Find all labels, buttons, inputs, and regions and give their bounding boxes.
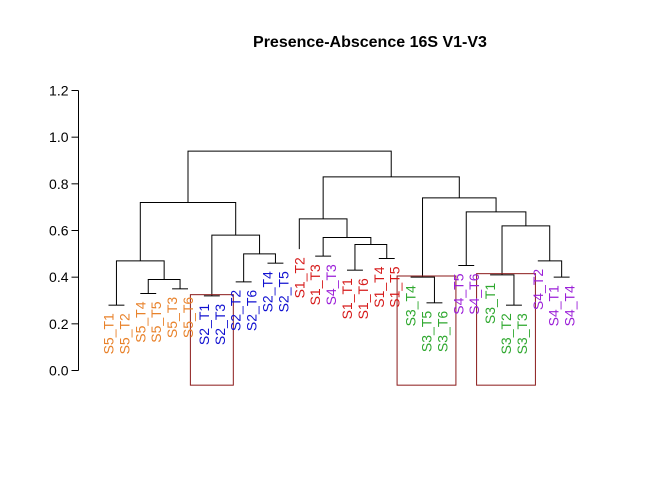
dendrogram-branch	[490, 274, 515, 306]
leaf-label: S2_T4	[260, 271, 276, 312]
leaf-label: S1_T3	[307, 264, 323, 305]
leaf-label: S2_T1	[196, 304, 212, 345]
leaf-label: S4_T6	[466, 273, 482, 314]
y-tick-label: 0.8	[49, 176, 69, 192]
dendrogram-branch	[147, 279, 181, 294]
cluster-highlight-box	[189, 294, 234, 386]
leaf-label: S3_T5	[419, 311, 435, 352]
dendrogram-branches	[108, 150, 570, 306]
chart-title: Presence-Abscence 16S V1-V3	[253, 34, 487, 51]
dendrogram-branch	[211, 234, 261, 296]
leaf-label: S3_T3	[514, 313, 530, 354]
leaf-label: S2_T3	[212, 304, 228, 345]
leaf-label: S1_T2	[291, 257, 307, 298]
leaf-label: S5_T6	[180, 297, 196, 338]
leaf-labels: S5_T1 S5_T2 S5_T4 S5_T5 S5_T3 S5_T6 S2_T1 S2_T3…	[101, 257, 578, 354]
cluster-highlight-box	[476, 273, 536, 386]
y-tick-label: 0.2	[49, 316, 69, 332]
leaf-label: S4_T1	[546, 285, 562, 326]
leaf-label: S4_T5	[450, 273, 466, 314]
cluster-highlight-box	[396, 275, 457, 386]
leaf-label: S3_T2	[498, 313, 514, 354]
leaf-label: S4_T2	[530, 269, 546, 310]
leaf-label: S2_T2	[228, 290, 244, 331]
leaf-label: S4_T3	[323, 264, 339, 305]
leaf-label: S5_T5	[148, 301, 164, 342]
dendrogram-branch	[501, 225, 551, 275]
y-tick-label: 0.0	[49, 363, 69, 379]
leaf-label: S2_T5	[275, 271, 291, 312]
dendrogram-branch	[115, 260, 165, 306]
y-tick-label: 1.2	[49, 83, 69, 99]
y-tick-label: 1.0	[49, 129, 69, 145]
leaf-label: S1_T4	[371, 266, 387, 307]
dendrogram-branch	[139, 202, 237, 261]
leaf-label: S1_T1	[339, 278, 355, 319]
leaf-label: S5_T3	[164, 297, 180, 338]
dendrogram-branch	[465, 211, 527, 266]
leaf-label: S5_T4	[132, 301, 148, 342]
y-tick-label: 0.4	[49, 269, 69, 285]
cluster-highlight-boxes	[189, 273, 536, 386]
y-axis: 0.0 0.2 0.4 0.6 0.8 1.0 1.2	[49, 83, 79, 379]
leaf-label: S5_T2	[116, 313, 132, 354]
leaf-label: S3_T6	[434, 311, 450, 352]
dendrogram-branch	[187, 150, 392, 203]
dendrogram-branch	[537, 260, 563, 278]
leaf-label: S5_T1	[101, 313, 117, 354]
leaf-label: S1_T5	[387, 266, 403, 307]
leaf-label: S3_T1	[482, 283, 498, 324]
leaf-label: S4_T4	[562, 285, 578, 326]
dendrogram-branch	[322, 237, 372, 257]
leaf-label: S2_T6	[244, 290, 260, 331]
y-tick-label: 0.6	[49, 223, 69, 239]
leaf-label: S1_T6	[355, 278, 371, 319]
leaf-label: S3_T4	[403, 285, 419, 326]
dendrogram-branch	[410, 276, 435, 303]
dendrogram-branch	[354, 244, 388, 271]
